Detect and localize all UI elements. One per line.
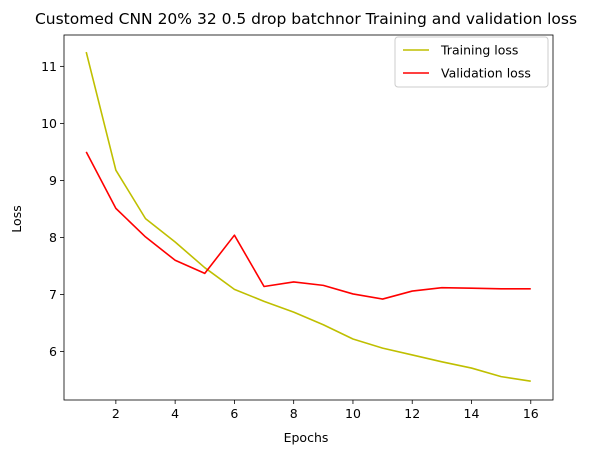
x-tick-label: 4 bbox=[171, 406, 179, 421]
y-tick-label: 6 bbox=[49, 344, 57, 359]
x-tick-label: 16 bbox=[523, 406, 539, 421]
legend-box bbox=[394, 36, 549, 88]
series-line-1 bbox=[85, 151, 531, 300]
x-tick-label: 12 bbox=[404, 406, 420, 421]
y-tick-label: 10 bbox=[41, 116, 57, 131]
legend-label-0: Training loss bbox=[440, 43, 518, 58]
series-line-0 bbox=[85, 51, 531, 382]
plot-area: 2 4 6 8 10 12 14 16 6 7 8 9 10 11 bbox=[41, 34, 554, 421]
plot-frame bbox=[63, 34, 554, 401]
chart-title: Customed CNN 20% 32 0.5 drop batchnor Tr… bbox=[35, 10, 577, 28]
legend-label-1: Validation loss bbox=[441, 66, 531, 81]
x-tick-label: 2 bbox=[112, 406, 120, 421]
y-tick-label: 11 bbox=[41, 59, 57, 74]
y-tick-label: 8 bbox=[49, 230, 57, 245]
x-axis-label: Epochs bbox=[284, 430, 329, 445]
x-tick-label: 10 bbox=[345, 406, 361, 421]
y-tick-label: 9 bbox=[49, 173, 57, 188]
x-tick-label: 8 bbox=[290, 406, 298, 421]
x-tick-label: 6 bbox=[230, 406, 238, 421]
x-tick-label: 14 bbox=[464, 406, 480, 421]
legend: Training loss Validation loss bbox=[394, 36, 549, 88]
y-axis-label: Loss bbox=[9, 205, 24, 232]
y-tick-label: 7 bbox=[49, 287, 57, 302]
